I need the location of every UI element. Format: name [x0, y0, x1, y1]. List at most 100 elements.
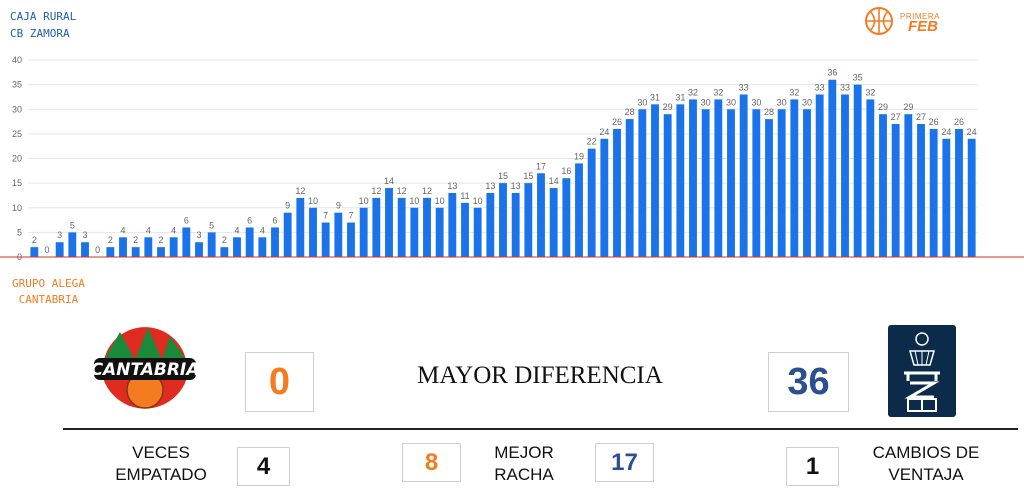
- bar: [600, 138, 609, 257]
- bar: [714, 99, 723, 258]
- bar: [309, 207, 317, 257]
- data-label: 7: [348, 211, 353, 221]
- data-label: 11: [460, 191, 469, 201]
- bar: [955, 128, 963, 257]
- bar: [321, 222, 330, 257]
- bar: [917, 124, 925, 258]
- data-label: 4: [234, 225, 239, 235]
- bar: [562, 178, 571, 257]
- bar: [106, 247, 115, 257]
- data-label: 5: [209, 220, 214, 230]
- basketball-icon: [865, 7, 893, 35]
- data-label: 36: [827, 68, 837, 78]
- bar: [777, 109, 786, 257]
- data-label: 2: [158, 235, 163, 245]
- right-run-box: 17: [595, 443, 654, 482]
- bar: [663, 114, 672, 257]
- y-tick-label: 20: [12, 154, 22, 164]
- data-label: 16: [561, 166, 571, 176]
- bar: [410, 207, 419, 257]
- bar: [828, 79, 837, 257]
- data-label: 10: [359, 196, 369, 206]
- bar: [866, 99, 875, 258]
- bottom-team-name: GRUPO ALEGA CANTABRIA: [12, 276, 85, 308]
- lead-changes-box: 1: [786, 447, 839, 486]
- bar: [423, 197, 431, 257]
- data-label: 31: [675, 92, 685, 102]
- data-label: 24: [941, 127, 951, 137]
- data-label: 15: [523, 171, 533, 181]
- divider: [63, 428, 1018, 430]
- bar: [372, 197, 381, 257]
- data-label: 15: [498, 171, 508, 181]
- data-label: 33: [815, 82, 825, 92]
- bottom-team-line2: CANTABRIA: [18, 293, 79, 306]
- data-label: 9: [336, 201, 341, 211]
- feb-logo-primera: PRIMERA: [900, 12, 940, 21]
- data-label: 12: [422, 186, 432, 196]
- score-difference-chart: 0510152025303540203530242424635246469121…: [0, 55, 1024, 262]
- data-label: 32: [865, 87, 875, 97]
- bar: [967, 138, 976, 257]
- data-label: 0: [95, 245, 100, 255]
- zamora-logo: [888, 325, 956, 417]
- left-max-difference-box: 0: [245, 352, 314, 412]
- bar: [537, 173, 545, 257]
- bar: [144, 237, 153, 257]
- lead-changes-label-line2: VENTAJA: [888, 465, 964, 484]
- y-tick-label: 25: [12, 129, 22, 139]
- data-label: 2: [32, 235, 37, 245]
- max-difference-title: MAYOR DIFERENCIA: [417, 362, 663, 389]
- top-team-line1: CAJA RURAL: [10, 10, 77, 23]
- bar: [220, 247, 229, 257]
- bar: [55, 242, 64, 257]
- bar: [904, 114, 913, 257]
- data-label: 6: [184, 215, 189, 225]
- bottom-team-line1: GRUPO ALEGA: [12, 277, 85, 290]
- data-label: 13: [447, 181, 457, 191]
- best-run-label-line2: RACHA: [494, 465, 554, 484]
- bar: [942, 138, 951, 257]
- data-label: 30: [751, 97, 761, 107]
- data-label: 4: [260, 225, 265, 235]
- data-label: 17: [536, 161, 546, 171]
- bar: [461, 202, 469, 257]
- data-label: 26: [929, 117, 939, 127]
- left-run-value: 8: [424, 448, 439, 476]
- data-label: 33: [739, 82, 749, 92]
- bar: [119, 237, 127, 257]
- bar: [879, 114, 887, 257]
- bar: [258, 237, 267, 257]
- bar: [765, 119, 773, 257]
- bar: [245, 227, 254, 257]
- y-tick-label: 35: [12, 80, 22, 90]
- top-team-name: CAJA RURAL CB ZAMORA: [10, 8, 76, 42]
- bar: [233, 237, 241, 257]
- data-label: 24: [967, 127, 977, 137]
- cantabria-logo: CANTABRIA: [91, 322, 199, 412]
- bar: [195, 242, 203, 257]
- bar: [207, 232, 216, 257]
- data-label: 31: [650, 92, 660, 102]
- data-label: 5: [70, 220, 75, 230]
- data-label: 33: [840, 82, 850, 92]
- right-max-difference-value: 36: [787, 360, 830, 403]
- left-run-box: 8: [402, 443, 461, 482]
- data-label: 19: [574, 151, 584, 161]
- data-label: 13: [511, 181, 521, 191]
- data-label: 4: [171, 225, 176, 235]
- data-label: 27: [891, 112, 901, 122]
- data-label: 7: [323, 211, 328, 221]
- lead-changes-value: 1: [805, 452, 820, 480]
- bar: [169, 237, 178, 257]
- y-tick-label: 5: [17, 227, 22, 237]
- data-label: 26: [612, 117, 622, 127]
- best-run-label: MEJOR RACHA: [480, 442, 568, 486]
- lead-changes-label: CAMBIOS DE VENTAJA: [866, 442, 986, 486]
- bar: [131, 247, 140, 257]
- data-label: 10: [435, 196, 445, 206]
- data-label: 2: [108, 235, 113, 245]
- bar: [701, 109, 710, 257]
- bar: [448, 192, 457, 257]
- top-team-line2: CB ZAMORA: [10, 27, 70, 40]
